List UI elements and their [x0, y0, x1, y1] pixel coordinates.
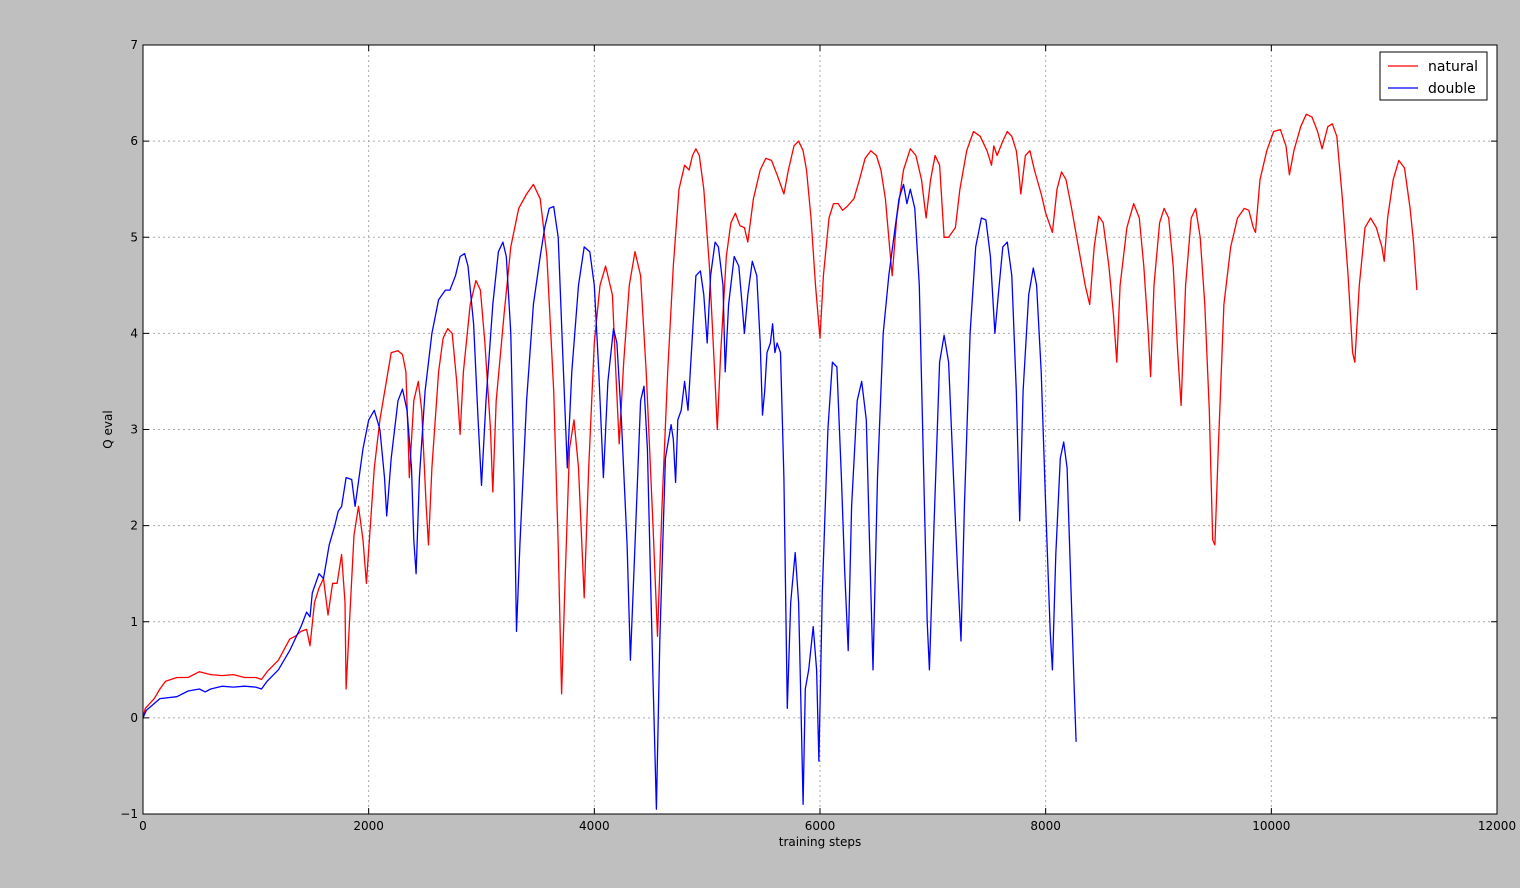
y-tick-label: 1 — [130, 615, 138, 629]
series-line-natural — [142, 113, 1418, 719]
legend-entry-natural: natural — [1428, 59, 1478, 75]
y-tick-label: −1 — [120, 807, 138, 821]
y-tick-label: 0 — [130, 711, 138, 725]
y-axis-label: Q eval — [101, 410, 115, 448]
legend-box — [1379, 51, 1488, 101]
y-tick-label: 2 — [130, 519, 138, 533]
x-tick-label: 4000 — [579, 819, 610, 833]
y-tick-label: 4 — [130, 326, 138, 340]
x-tick-label: 12000 — [1478, 819, 1516, 833]
series-line-double — [142, 183, 1077, 810]
x-axis-label: training steps — [779, 835, 862, 849]
legend-entry-double: double — [1428, 81, 1476, 97]
x-tick-label: 2000 — [353, 819, 384, 833]
x-tick-label: 6000 — [805, 819, 836, 833]
y-tick-label: 6 — [130, 134, 138, 148]
y-tick-label: 7 — [130, 38, 138, 52]
x-tick-label: 10000 — [1252, 819, 1290, 833]
x-tick-label: 8000 — [1030, 819, 1061, 833]
legend: natural double — [1379, 51, 1488, 101]
series-layer — [142, 113, 1418, 810]
y-tick-label: 5 — [130, 230, 138, 244]
x-tick-label: 0 — [139, 819, 147, 833]
y-tick-label: 3 — [130, 423, 138, 437]
